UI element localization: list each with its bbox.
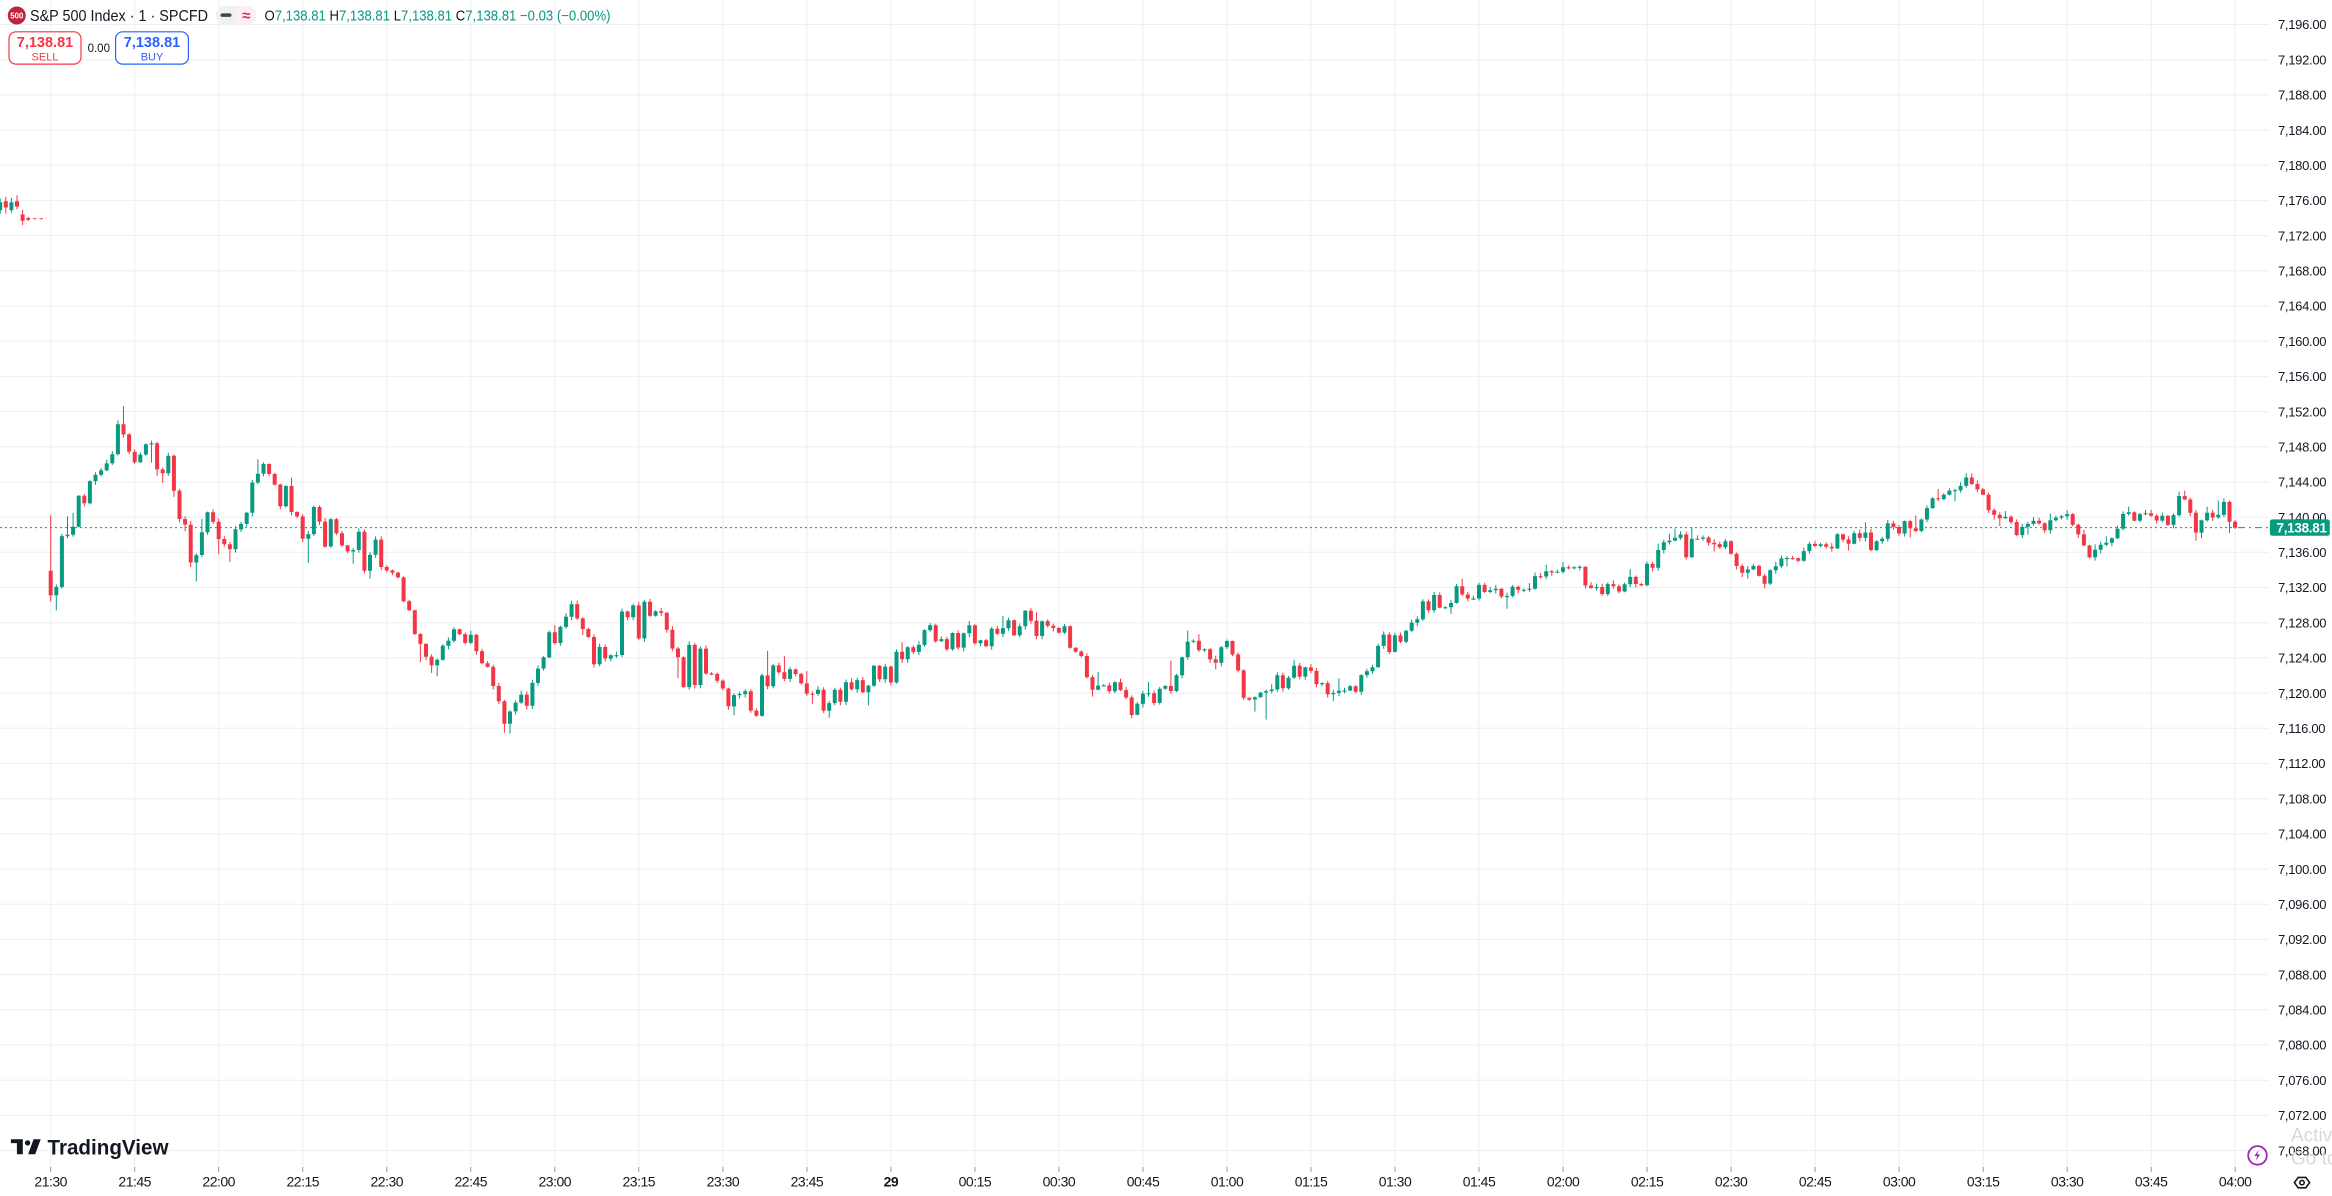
svg-text:7,092.00: 7,092.00	[2278, 932, 2326, 947]
svg-text:7,084.00: 7,084.00	[2278, 1003, 2326, 1018]
svg-text:7,124.00: 7,124.00	[2278, 651, 2326, 666]
svg-text:7,100.00: 7,100.00	[2278, 862, 2326, 877]
svg-text:04:00: 04:00	[2219, 1174, 2252, 1190]
svg-text:7,138.81: 7,138.81	[17, 35, 73, 51]
svg-text:02:45: 02:45	[1799, 1174, 1832, 1190]
svg-text:03:30: 03:30	[2051, 1174, 2084, 1190]
svg-text:7,168.00: 7,168.00	[2278, 264, 2326, 279]
svg-text:23:45: 23:45	[791, 1174, 824, 1190]
svg-text:7,132.00: 7,132.00	[2278, 580, 2326, 595]
svg-text:7,128.00: 7,128.00	[2278, 615, 2326, 630]
svg-text:21:45: 21:45	[118, 1174, 151, 1190]
svg-text:01:00: 01:00	[1211, 1174, 1244, 1190]
svg-text:00:45: 00:45	[1127, 1174, 1160, 1190]
svg-text:02:15: 02:15	[1631, 1174, 1664, 1190]
svg-text:7,108.00: 7,108.00	[2278, 791, 2326, 806]
svg-text:7,164.00: 7,164.00	[2278, 299, 2326, 314]
svg-text:7,184.00: 7,184.00	[2278, 123, 2326, 138]
svg-text:23:00: 23:00	[539, 1174, 572, 1190]
svg-text:03:45: 03:45	[2135, 1174, 2168, 1190]
svg-text:7,088.00: 7,088.00	[2278, 967, 2326, 982]
svg-text:7,144.00: 7,144.00	[2278, 475, 2326, 490]
svg-text:7,120.00: 7,120.00	[2278, 686, 2326, 701]
svg-text:03:00: 03:00	[1883, 1174, 1916, 1190]
svg-text:7,138.81: 7,138.81	[2277, 521, 2328, 536]
svg-text:7,076.00: 7,076.00	[2278, 1073, 2326, 1088]
svg-text:≈: ≈	[242, 8, 250, 25]
svg-text:7,148.00: 7,148.00	[2278, 440, 2326, 455]
svg-text:7,138.81: 7,138.81	[124, 35, 180, 51]
svg-text:22:30: 22:30	[371, 1174, 404, 1190]
svg-text:01:30: 01:30	[1379, 1174, 1412, 1190]
svg-text:22:00: 22:00	[202, 1174, 235, 1190]
svg-text:29: 29	[884, 1174, 899, 1190]
svg-text:0.00: 0.00	[88, 43, 110, 55]
svg-text:01:45: 01:45	[1463, 1174, 1496, 1190]
svg-text:7,176.00: 7,176.00	[2278, 193, 2326, 208]
svg-text:00:30: 00:30	[1043, 1174, 1076, 1190]
svg-text:23:30: 23:30	[707, 1174, 740, 1190]
svg-text:7,156.00: 7,156.00	[2278, 369, 2326, 384]
svg-text:SELL: SELL	[32, 52, 59, 64]
svg-text:7,172.00: 7,172.00	[2278, 228, 2326, 243]
svg-text:7,196.00: 7,196.00	[2278, 17, 2326, 32]
svg-text:7,152.00: 7,152.00	[2278, 404, 2326, 419]
svg-text:O7,138.81 H7,138.81 L7,138.81: O7,138.81 H7,138.81 L7,138.81 C7,138.81 …	[265, 8, 611, 24]
svg-text:BUY: BUY	[141, 52, 164, 64]
svg-text:22:15: 22:15	[287, 1174, 320, 1190]
svg-text:21:30: 21:30	[34, 1174, 67, 1190]
svg-text:TradingView: TradingView	[48, 1137, 170, 1160]
svg-text:Go to S: Go to S	[2291, 1149, 2332, 1170]
svg-text:7,112.00: 7,112.00	[2278, 756, 2325, 771]
svg-text:S&P 500 Index · 1 · SPCFD: S&P 500 Index · 1 · SPCFD	[30, 8, 208, 25]
svg-text:01:15: 01:15	[1295, 1174, 1328, 1190]
svg-text:Activ: Activ	[2291, 1126, 2332, 1147]
svg-text:7,160.00: 7,160.00	[2278, 334, 2326, 349]
svg-text:7,080.00: 7,080.00	[2278, 1038, 2326, 1053]
svg-text:7,068.00: 7,068.00	[2278, 1143, 2326, 1158]
svg-text:7,116.00: 7,116.00	[2278, 721, 2325, 736]
svg-text:00:15: 00:15	[959, 1174, 992, 1190]
svg-text:03:15: 03:15	[1967, 1174, 2000, 1190]
svg-text:22:45: 22:45	[455, 1174, 488, 1190]
svg-text:7,136.00: 7,136.00	[2278, 545, 2326, 560]
svg-text:500: 500	[10, 11, 24, 20]
svg-text:23:15: 23:15	[623, 1174, 656, 1190]
svg-text:7,180.00: 7,180.00	[2278, 158, 2326, 173]
svg-text:7,104.00: 7,104.00	[2278, 827, 2326, 842]
svg-text:7,188.00: 7,188.00	[2278, 88, 2326, 103]
svg-text:02:30: 02:30	[1715, 1174, 1748, 1190]
svg-text:7,096.00: 7,096.00	[2278, 897, 2326, 912]
svg-text:7,072.00: 7,072.00	[2278, 1108, 2326, 1123]
svg-text:7,192.00: 7,192.00	[2278, 52, 2326, 67]
svg-text:02:00: 02:00	[1547, 1174, 1580, 1190]
